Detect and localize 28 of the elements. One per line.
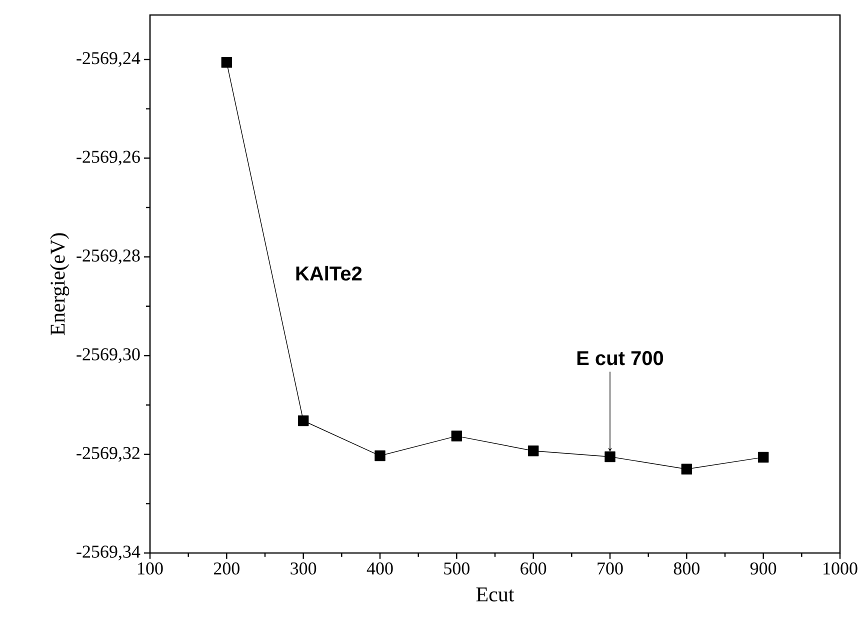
x-tick-label: 200 [214, 562, 240, 575]
y-tick-label: -2569,26 [76, 150, 140, 166]
annotation: KAlTe2 [296, 266, 362, 281]
point [298, 415, 309, 426]
x-tick-label: 900 [750, 562, 776, 575]
y-tick-label: -2569,30 [76, 348, 140, 363]
point [221, 57, 232, 68]
x-tick-label: 500 [444, 562, 470, 575]
x-tick-label: 800 [674, 562, 700, 575]
y-tick-label: -2569,24 [76, 52, 140, 67]
point [604, 451, 616, 462]
x-tick-label: 600 [520, 562, 546, 575]
x-tick-label: 300 [290, 562, 316, 575]
point [758, 452, 769, 463]
x-axis-title: Ecut [476, 588, 514, 602]
point [374, 450, 386, 462]
annotation: E cut 700 [577, 351, 664, 366]
y-tick-label: -2569,32 [76, 446, 140, 462]
y-tick-label: -2569,34 [76, 546, 140, 560]
point [681, 464, 692, 474]
y-tick-label: -2569,28 [76, 250, 140, 264]
x-tick-label: 1000 [824, 562, 858, 575]
point [451, 430, 462, 442]
x-tick-label: 400 [366, 562, 393, 575]
y-axis-title: Energie(eV) [50, 233, 70, 336]
x-tick-label: 700 [598, 562, 623, 575]
x-tick-label: 100 [138, 562, 163, 575]
point [528, 446, 539, 456]
